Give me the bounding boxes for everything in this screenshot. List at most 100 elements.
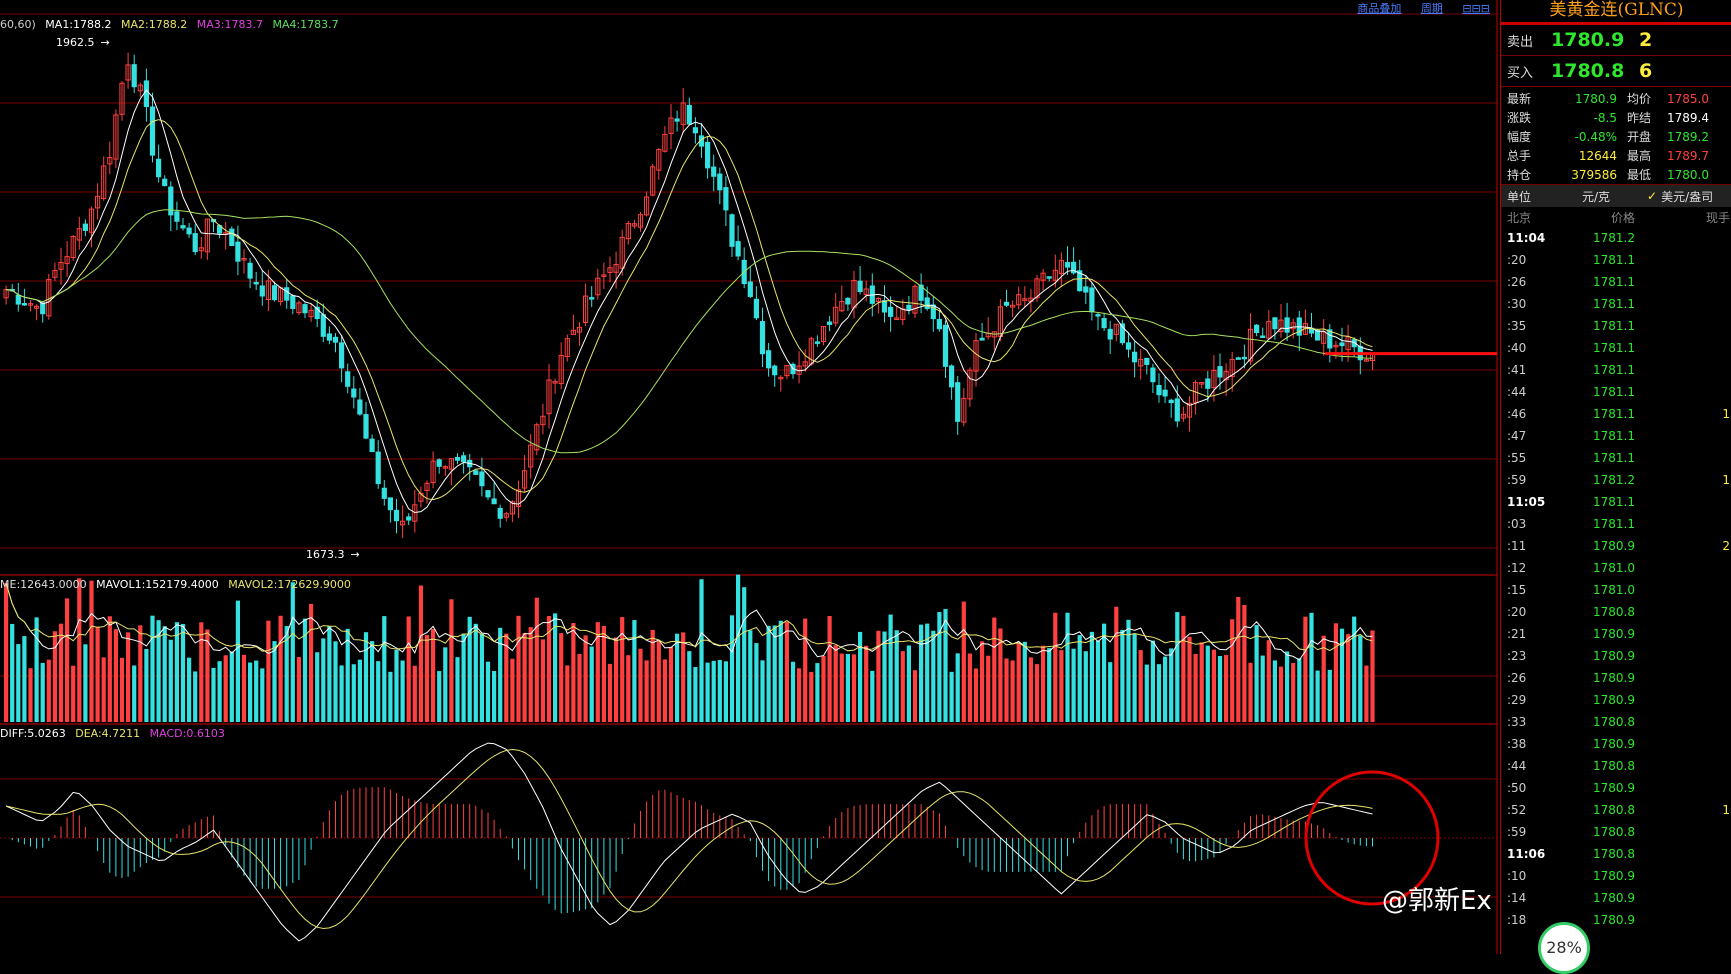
stat-value: -8.5 [1593,110,1617,125]
unit-row[interactable]: 单位 元/克 ✓ 美元/盎司 [1501,184,1731,207]
unit-label: 单位 [1507,189,1532,204]
volume-bar [1028,657,1033,722]
tick-row: :26 1781.1 [1501,271,1731,293]
candle-body [729,214,735,247]
candle-body [339,342,345,369]
tick-row: :23 1780.9 [1501,645,1731,667]
tick-row: :30 1781.1 [1501,293,1731,315]
candle-body [979,337,985,341]
overlay-link[interactable]: 商品叠加 [1357,2,1402,15]
volume-bar [58,623,64,722]
candle-body [1205,378,1211,389]
volume-bar [223,655,228,722]
candle-body [1022,298,1028,301]
sell-row[interactable]: 卖出 1780.9 2 [1501,25,1731,56]
candle-body [1199,382,1205,385]
volume-bar [1248,662,1253,722]
volume-bar [589,646,594,722]
volume-bar [681,632,686,722]
candle-body [1229,358,1235,377]
volume-bar [83,644,88,722]
tick-time: :44 [1507,759,1527,773]
candle-body [1058,259,1065,275]
candle-body [284,287,290,301]
volume-bar [705,662,710,722]
candle-body [156,158,162,178]
macd-legend: DIFF:5.0263 DEA:4.7211 MACD:0.6103 [0,727,231,740]
candle-body [454,456,461,461]
stat-value: 12644 [1578,148,1617,163]
tick-price: 1780.9 [1593,693,1635,707]
legend-mavol1: MAVOL1:152179.4000 [96,578,219,591]
stat-value: 379586 [1571,167,1617,182]
volume-bar [199,622,204,722]
legend-macd: MACD:0.6103 [149,727,225,740]
check-icon[interactable]: ✓ [1647,189,1658,203]
tick-list[interactable]: 11:04 1781.2:20 1781.1:26 1781.1:30 1781.1:3… [1501,227,1731,931]
legend-ma2: MA2:1788.2 [121,18,188,31]
chart-canvas[interactable] [0,0,1500,954]
period-link[interactable]: 周期 [1420,2,1443,15]
volume-bar [693,667,698,722]
instrument-title: 美黄金连(GLNC) [1501,0,1731,25]
volume-bar [845,653,850,722]
candle-body [436,459,442,467]
volume-bar [1272,660,1277,722]
volume-bar [797,668,802,722]
volume-bar [638,648,643,722]
candle-body [345,371,351,387]
volume-bar [790,661,796,722]
chart-area[interactable]: 60,60) MA1:1788.2 MA2:1788.2 MA3:1783.7 … [0,0,1500,954]
candle-body [845,297,851,305]
volume-bar [912,670,918,722]
candle-body [711,166,717,177]
volume-bar [1291,663,1296,722]
candle-body [576,326,583,333]
volume-bar [1041,645,1046,722]
volume-bar [138,625,143,722]
candle-body [186,227,192,235]
volume-bar [711,660,716,722]
candle-body [967,369,973,400]
volume-bar [1193,653,1198,722]
candle-body [949,365,955,388]
volume-bar [620,617,625,722]
volume-bar [1150,640,1155,722]
candle-body [64,256,70,265]
volume-bar [870,670,875,722]
tick-row: :12 1781.0 [1501,557,1731,579]
stats-row: 涨跌 -8.5 昨结 1789.4 [1501,108,1709,127]
candle-body [351,388,357,398]
volume-bar [754,643,759,722]
tick-header-time: 北京 [1507,210,1532,225]
volume-bar [1083,651,1088,722]
candle-body [265,280,271,301]
stat-label: 最低 [1627,168,1652,182]
buy-row[interactable]: 买入 1780.8 6 [1501,56,1731,87]
currency-label[interactable]: 美元/盎司 [1661,189,1714,204]
candle-body [82,223,89,231]
candle-body [1162,389,1168,397]
candle-body [1119,323,1126,344]
tick-time: :41 [1507,363,1527,377]
volume-bar [687,651,692,722]
candle-body [552,381,558,384]
tick-price: 1781.1 [1593,385,1635,399]
volume-bar [113,629,118,722]
layout-link[interactable]: ⊟⊟⊟ [1462,2,1490,15]
tick-price: 1781.1 [1593,275,1635,289]
volume-bar [424,634,430,722]
tick-time: 11:04 [1507,231,1546,245]
candle-body [1278,319,1284,333]
candle-body [1247,328,1254,362]
tick-time: :11 [1507,539,1527,553]
tick-time: :33 [1507,715,1527,729]
candle-body [88,208,95,233]
candle-body [1235,357,1241,360]
tick-row: :52 1780.8 1 [1501,799,1731,821]
volume-bar [565,665,570,722]
candle-body [802,361,808,367]
legend-ma4: MA4:1783.7 [272,18,339,31]
candle-body [363,414,369,439]
volume-bar [485,661,491,722]
